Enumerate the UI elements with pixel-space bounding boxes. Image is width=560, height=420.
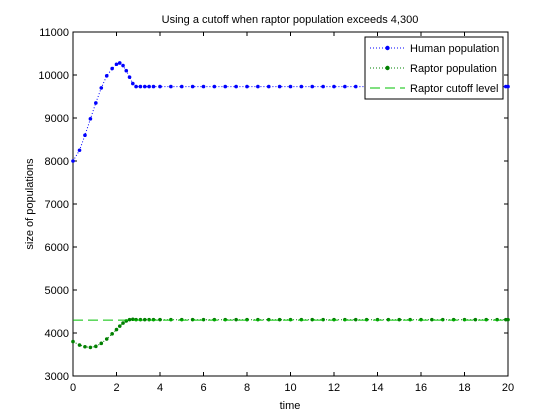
- x-axis-label: time: [280, 400, 301, 412]
- series-2-point: [506, 317, 510, 322]
- series-1-point: [190, 84, 195, 89]
- y-tick-label: 6000: [45, 242, 69, 254]
- legend-swatch-marker: [385, 45, 390, 51]
- series-1-point: [266, 84, 271, 89]
- series-2-point: [127, 317, 132, 322]
- series-1-point: [310, 84, 315, 89]
- x-tick-label: 10: [284, 382, 296, 394]
- series-2-point: [88, 345, 93, 350]
- x-tick-label: 0: [70, 382, 76, 394]
- series-1-point: [127, 75, 132, 79]
- legend-label: Raptor cutoff level: [410, 83, 498, 95]
- x-tick-label: 20: [502, 382, 514, 394]
- series-1-point: [88, 117, 93, 121]
- series-1-point: [117, 61, 122, 65]
- series-1-point: [169, 84, 173, 89]
- series-1-point: [114, 62, 119, 67]
- series-1-point: [506, 84, 510, 89]
- series-1-point: [353, 84, 358, 89]
- series-1-point: [158, 84, 162, 89]
- series-2-point: [104, 337, 109, 341]
- series-2-point: [117, 324, 122, 328]
- legend-swatch-marker: [385, 65, 390, 71]
- series-1-point: [343, 84, 347, 89]
- x-tick-label: 18: [458, 382, 470, 394]
- y-tick-label: 11000: [39, 27, 69, 39]
- series-1-point: [212, 84, 217, 89]
- series-1-point: [179, 84, 184, 89]
- series-1-point: [245, 84, 249, 89]
- series-2-point: [114, 327, 119, 332]
- series-1-point: [131, 81, 135, 86]
- series-2-point: [142, 317, 147, 322]
- x-tick-label: 12: [328, 382, 340, 394]
- series-1-point: [288, 84, 293, 89]
- series-1-point: [83, 133, 87, 137]
- y-tick-label: 9000: [45, 113, 69, 125]
- y-tick-label: 4000: [45, 328, 69, 340]
- x-tick-label: 8: [244, 382, 250, 394]
- series-2-point: [430, 317, 434, 322]
- series-2-point: [353, 317, 358, 322]
- series-2-point: [83, 344, 87, 349]
- legend-label: Human population: [410, 43, 499, 55]
- series-1-point: [234, 84, 238, 89]
- series-2-point: [71, 339, 75, 344]
- series-2-point: [397, 317, 402, 322]
- series-1-point: [121, 63, 125, 68]
- legend-label: Raptor population: [410, 63, 497, 75]
- series-2-point: [277, 317, 282, 322]
- series-1-point: [201, 84, 206, 89]
- series-1-point: [332, 84, 336, 89]
- series-1-point: [256, 84, 260, 89]
- chart-title: Using a cutoff when raptor population ex…: [162, 14, 419, 26]
- x-tick-label: 4: [157, 382, 163, 394]
- series-1-point: [223, 84, 228, 89]
- x-tick-label: 14: [371, 382, 383, 394]
- series-1-point: [110, 66, 114, 71]
- series-1-point: [142, 84, 147, 89]
- y-tick-label: 3000: [45, 371, 69, 383]
- x-tick-label: 2: [113, 382, 119, 394]
- series-1-point: [147, 84, 151, 89]
- series-2-point: [234, 317, 238, 322]
- series-2-point: [121, 321, 125, 325]
- series-2-point: [473, 317, 478, 322]
- series-2-point: [110, 332, 114, 336]
- y-tick-label: 7000: [45, 199, 69, 211]
- series-1-point: [77, 148, 82, 153]
- series-2-point: [158, 317, 162, 322]
- y-tick-label: 10000: [38, 70, 69, 82]
- x-tick-label: 16: [415, 382, 427, 394]
- series-1-point: [99, 86, 104, 90]
- series-1-point: [299, 84, 304, 89]
- series-1-point: [71, 159, 75, 163]
- series-1-point: [138, 84, 143, 89]
- y-axis-label: size of populations: [24, 158, 36, 250]
- y-tick-label: 8000: [45, 156, 69, 168]
- axis-ticks: 0 2 4 6 8 10 12 14 16 18 20 3000 4000 5000 6000 7000 800…: [38, 27, 514, 394]
- series-1-point: [124, 68, 129, 73]
- series-1-point: [134, 84, 138, 89]
- legend: Human population Raptor population Raptor …: [364, 36, 504, 100]
- series-2-point: [94, 344, 98, 349]
- series-2-point: [99, 341, 104, 346]
- series-1-point: [94, 101, 98, 105]
- series-1-point: [151, 84, 156, 89]
- series-1-point: [321, 84, 325, 89]
- x-tick-label: 6: [200, 382, 206, 394]
- y-tick-label: 5000: [45, 285, 69, 297]
- series-1-point: [104, 74, 109, 78]
- series-1-point: [277, 84, 282, 89]
- series-2-point: [77, 343, 82, 347]
